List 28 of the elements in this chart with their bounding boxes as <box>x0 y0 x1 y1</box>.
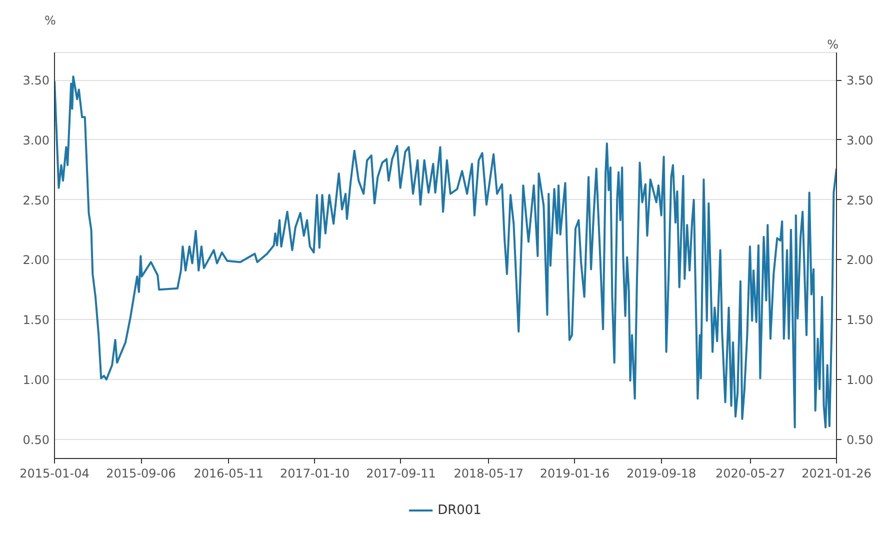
y2-tick-label: 3.00 <box>846 133 874 148</box>
x-tick-label: 2021-01-26 <box>802 466 872 480</box>
y-tick-label: 3.50 <box>22 74 50 88</box>
y-tick-label: 0.50 <box>22 432 50 447</box>
x-tick-label: 2017-09-11 <box>366 466 436 480</box>
x-tick-label: 2015-09-06 <box>106 466 176 480</box>
x-tick-label: 2017-01-10 <box>280 466 350 480</box>
y-tick-label: 2.50 <box>22 193 50 208</box>
y2-tick-label: 1.50 <box>846 313 874 328</box>
x-tick-label: 2018-05-17 <box>454 466 524 480</box>
y2-axis-title: % <box>827 38 839 52</box>
legend-label: DR001 <box>438 502 482 518</box>
y2-tick-label: 2.00 <box>846 253 874 268</box>
y2-tick-label: 2.50 <box>846 193 874 208</box>
y-tick-label: 3.00 <box>22 133 50 148</box>
y-axis-title: % <box>44 14 56 28</box>
y-tick-label: 1.00 <box>22 372 50 387</box>
y2-tick-label: 1.00 <box>846 372 874 387</box>
y-tick-label: 2.00 <box>22 253 50 268</box>
x-tick-label: 2020-05-27 <box>715 466 786 480</box>
y-tick-label: 1.50 <box>22 313 50 328</box>
y2-tick-label: 0.50 <box>846 432 874 447</box>
y2-tick-label: 3.50 <box>846 74 874 88</box>
x-tick-label: 2019-01-16 <box>540 466 610 480</box>
x-tick-label: 2016-05-11 <box>194 466 264 480</box>
x-tick-label: 2019-09-18 <box>626 466 696 480</box>
x-tick-label: 2015-01-04 <box>20 466 90 480</box>
line-series <box>54 75 836 428</box>
